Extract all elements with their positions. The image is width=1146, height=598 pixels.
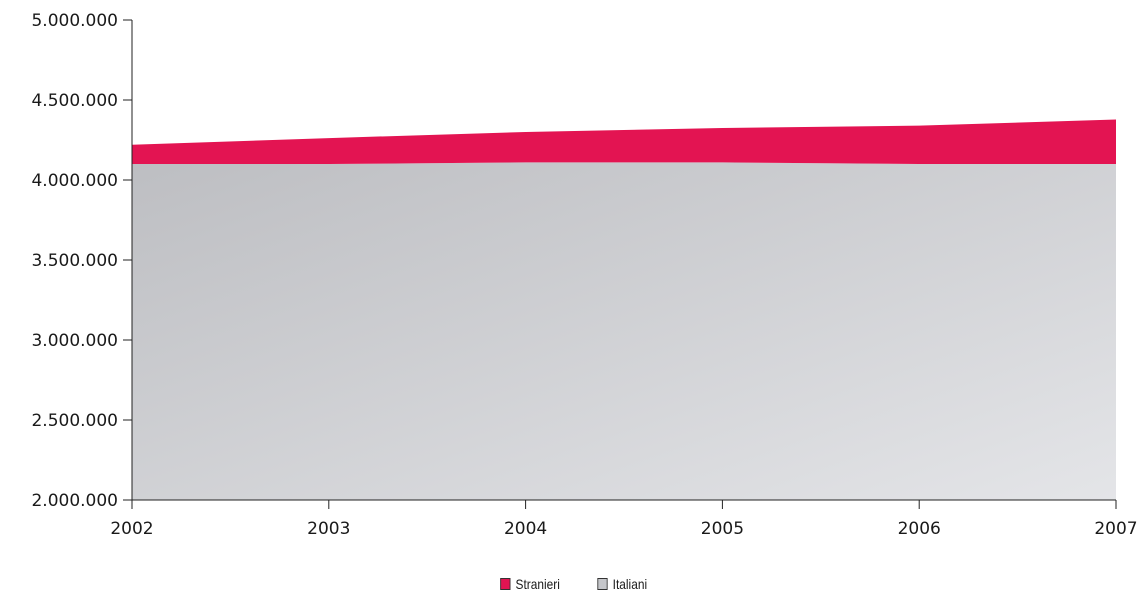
- y-tick-label: 4.500.000: [31, 91, 118, 111]
- legend-item-stranieri: Stranieri: [499, 576, 560, 592]
- legend-item-italiani: Italiani: [597, 576, 647, 592]
- area-stranieri: [132, 119, 1116, 164]
- x-tick-label: 2004: [504, 519, 547, 539]
- axes-layer: 2.000.000 2.500.000 3.000.000 3.500.000 4.00…: [31, 11, 1137, 539]
- y-tick-label: 2.500.000: [31, 411, 118, 431]
- x-tick-label: 2007: [1094, 519, 1137, 539]
- legend-swatch-stranieri: [499, 578, 511, 590]
- x-tick-label: 2005: [701, 519, 744, 539]
- legend: Stranieri Italiani: [0, 576, 1146, 592]
- y-tick-label: 3.000.000: [31, 331, 118, 351]
- legend-label-stranieri: Stranieri: [515, 576, 560, 592]
- y-tick-label: 2.000.000: [31, 491, 118, 511]
- y-tick-label: 5.000.000: [31, 11, 118, 31]
- y-tick-label: 4.000.000: [31, 171, 118, 191]
- x-tick-label: 2002: [110, 519, 153, 539]
- x-tick-label: 2003: [307, 519, 350, 539]
- legend-label-italiani: Italiani: [612, 576, 647, 592]
- x-tick-label: 2006: [898, 519, 941, 539]
- legend-swatch-italiani: [597, 578, 608, 590]
- area-italiani: [132, 162, 1116, 500]
- areas-layer: [132, 119, 1116, 500]
- y-tick-label: 3.500.000: [31, 251, 118, 271]
